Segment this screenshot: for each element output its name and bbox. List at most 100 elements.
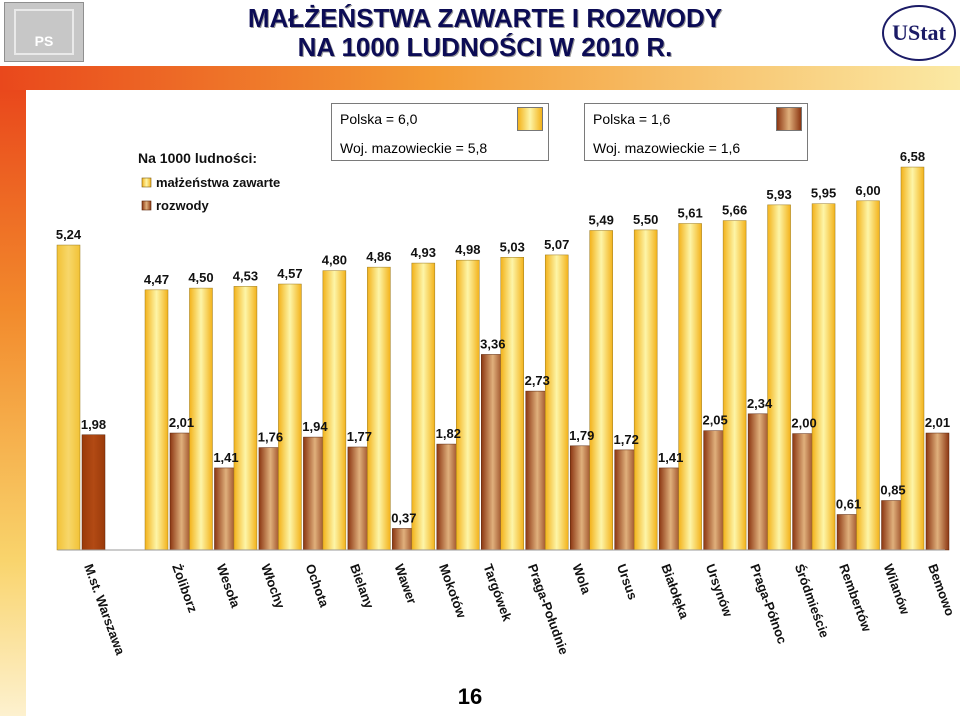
- x-tick-label: Rembertów: [836, 562, 875, 634]
- bar-marriage: [322, 270, 347, 551]
- left-accent-bar: [0, 90, 26, 716]
- value-labels-layer: 5,24 1,98 4,47 2,01 4,50 1,41 4,53 1,76 4,57 1,94…: [56, 149, 950, 525]
- legend-label-divorce: rozwody: [156, 198, 209, 213]
- value-label-divorce: 1,79: [569, 428, 594, 443]
- value-label-divorce: 1,76: [258, 430, 283, 445]
- value-label-divorce: 3,36: [480, 336, 505, 351]
- value-label-marriage: 5,24: [56, 227, 82, 242]
- x-tick-label: Targówek: [480, 562, 515, 624]
- value-label-marriage: 4,47: [144, 272, 169, 287]
- value-label-divorce: 1,41: [213, 450, 238, 465]
- value-label-divorce: 2,01: [169, 415, 194, 430]
- page-title: MAŁŻEŃSTWA ZAWARTE I ROZWODY NA 1000 LUD…: [175, 4, 795, 62]
- bar-divorce: [925, 432, 950, 551]
- logo-left: PS: [4, 2, 84, 62]
- x-tick-label: M.st. Warszawa: [81, 562, 128, 658]
- bar-marriage: [500, 257, 525, 551]
- value-label-divorce: 0,61: [836, 496, 861, 511]
- marriage-stat-poland: Polska = 6,0: [340, 111, 418, 127]
- legend-title: Na 1000 ludności:: [138, 150, 257, 166]
- value-label-marriage: 5,93: [766, 187, 791, 202]
- value-label-marriage: 6,58: [900, 149, 925, 164]
- logo-left-mark: PS: [14, 9, 74, 55]
- value-label-divorce: 1,72: [614, 432, 639, 447]
- x-tick-label: Bemowo: [925, 562, 958, 618]
- x-tick-label: Mokotów: [436, 562, 470, 621]
- legend-swatch-marriage: [141, 177, 152, 188]
- bar-marriage: [411, 262, 436, 551]
- value-label-divorce: 2,73: [525, 373, 550, 388]
- bar-marriage: [678, 223, 702, 551]
- value-label-divorce: 2,34: [747, 396, 773, 411]
- title-line-1: MAŁŻEŃSTWA ZAWARTE I ROZWODY: [247, 3, 723, 33]
- marriage-swatch: [517, 107, 543, 131]
- value-label-marriage: 4,93: [411, 245, 436, 260]
- value-label-divorce: 2,01: [925, 415, 950, 430]
- legend-label-marriage: małżeństwa zawarte: [156, 175, 280, 190]
- x-tick-labels-layer: M.st. Warszawa Żoliborz Wesoła Włochy Ochota…: [81, 562, 958, 658]
- x-tick-label: Włochy: [258, 562, 288, 611]
- marriage-stats-box: Polska = 6,0 Woj. mazowieckie = 5,8: [331, 103, 549, 161]
- value-label-divorce: 1,77: [347, 429, 372, 444]
- page-number: 16: [457, 684, 483, 709]
- legend-swatch-divorce: [141, 200, 152, 211]
- bar-marriage: [767, 204, 791, 551]
- title-line-2: NA 1000 LUDNOŚCI W 2010 R.: [297, 32, 673, 62]
- value-label-divorce: 2,05: [702, 413, 727, 428]
- value-label-marriage: 4,80: [322, 253, 347, 268]
- x-tick-label: Ursynów: [703, 562, 736, 620]
- value-label-divorce: 0,37: [391, 510, 416, 525]
- divorce-stat-region: Woj. mazowieckie = 1,6: [593, 140, 741, 156]
- bar-marriage: [544, 254, 569, 551]
- value-label-divorce: 1,98: [81, 417, 106, 432]
- x-tick-label: Ochota: [303, 562, 333, 610]
- value-label-marriage: 4,57: [277, 266, 302, 281]
- bar-divorce: [81, 434, 106, 551]
- value-label-divorce: 1,41: [658, 450, 683, 465]
- x-tick-label: Ursus: [614, 562, 641, 602]
- divorce-stat-poland: Polska = 1,6: [593, 111, 671, 127]
- value-label-marriage: 4,86: [366, 249, 391, 264]
- value-label-marriage: 5,03: [500, 239, 525, 254]
- value-label-marriage: 5,95: [811, 186, 836, 201]
- value-label-marriage: 6,00: [855, 183, 880, 198]
- x-tick-label: Śródmieście: [792, 562, 833, 640]
- value-label-divorce: 0,85: [880, 483, 905, 498]
- divorce-stats-box: Polska = 1,6 Woj. mazowieckie = 1,6: [584, 103, 808, 161]
- x-tick-label: Praga-Południe: [525, 562, 572, 657]
- divorce-swatch: [776, 107, 802, 131]
- value-label-divorce: 2,00: [791, 416, 816, 431]
- value-label-marriage: 5,66: [722, 203, 747, 218]
- bar-marriage: [589, 230, 613, 551]
- header-band: [0, 66, 960, 90]
- bar-marriage: [56, 244, 81, 551]
- bar-marriage: [722, 220, 747, 551]
- bar-marriage: [633, 229, 658, 551]
- value-label-marriage: 5,50: [633, 212, 658, 227]
- bar-marriage: [367, 266, 391, 551]
- x-tick-label: Białołęka: [658, 562, 692, 621]
- logo-right-text: UStat: [892, 20, 946, 45]
- x-tick-label: Wilanów: [881, 562, 913, 617]
- value-label-divorce: 1,94: [302, 419, 328, 434]
- value-label-marriage: 5,49: [589, 212, 614, 227]
- marriage-stat-region: Woj. mazowieckie = 5,8: [340, 140, 488, 156]
- x-tick-label: Wawer: [392, 562, 420, 606]
- ustat-logo: UStat: [882, 5, 956, 61]
- bar-marriage: [811, 203, 836, 551]
- bars-layer: [56, 166, 950, 551]
- x-tick-label: Wesoła: [214, 562, 244, 610]
- bar-marriage: [456, 259, 480, 551]
- value-label-divorce: 1,82: [436, 426, 461, 441]
- value-label-marriage: 4,53: [233, 268, 258, 283]
- value-label-marriage: 4,98: [455, 242, 480, 257]
- value-label-marriage: 5,61: [677, 205, 702, 220]
- x-tick-label: Bielany: [347, 562, 377, 611]
- bar-marriage: [144, 289, 169, 551]
- bar-marriage: [233, 286, 258, 551]
- value-label-marriage: 5,07: [544, 237, 569, 252]
- x-tick-label: Żoliborz: [169, 562, 201, 615]
- bar-marriage: [278, 283, 302, 551]
- logo-left-text: PS: [34, 33, 54, 49]
